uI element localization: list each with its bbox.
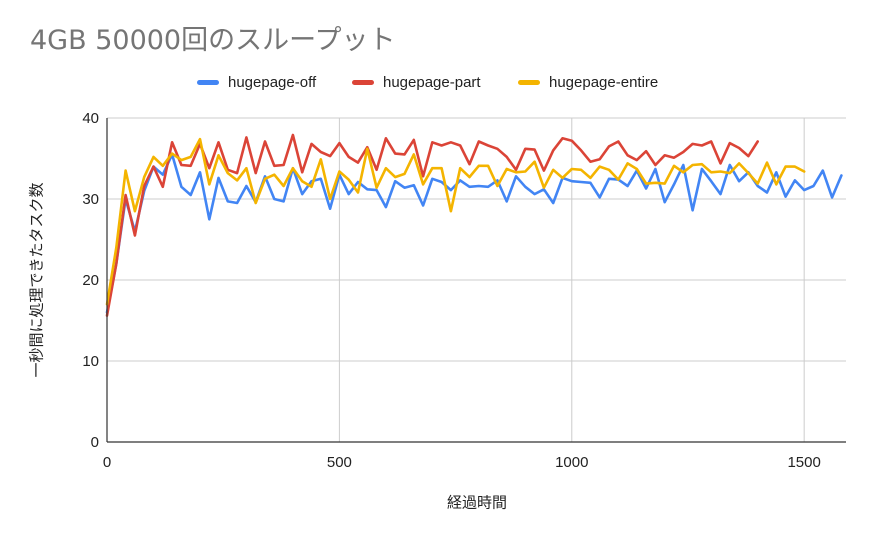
series-line-hugepage-entire: [105, 137, 806, 306]
legend-label-hugepage-part: hugepage-part: [383, 73, 481, 91]
legend-swatch-hugepage-entire: [518, 79, 540, 85]
y-axis-label: 一秒間に処理できたタスク数: [27, 182, 46, 378]
legend-swatch-hugepage-part: [352, 79, 374, 85]
legend-label-hugepage-entire: hugepage-entire: [549, 73, 659, 91]
tick-labels: 0 10 20 30 40 0 500 1000 1500: [82, 110, 821, 471]
axes: [106, 118, 846, 443]
y-tick-label-10: 10: [82, 353, 99, 370]
x-tick-label-500: 500: [327, 454, 352, 471]
series-lines: [105, 133, 843, 317]
x-tick-label-1500: 1500: [787, 454, 820, 471]
y-tick-label-0: 0: [91, 434, 99, 451]
legend-item-hugepage-off[interactable]: hugepage-off: [197, 70, 316, 94]
legend-swatch-hugepage-off: [197, 79, 219, 85]
y-tick-label-40: 40: [82, 110, 99, 127]
y-tick-label-30: 30: [82, 191, 99, 208]
y-tick-label-20: 20: [82, 272, 99, 289]
series-line-hugepage-part: [105, 133, 760, 317]
chart-title: 4GB 50000回のスループット: [30, 25, 396, 56]
legend-label-hugepage-off: hugepage-off: [228, 73, 317, 91]
grid-lines: [107, 117, 846, 442]
series-line-hugepage-off: [105, 153, 843, 314]
x-tick-label-1000: 1000: [555, 454, 588, 471]
legend-item-hugepage-entire[interactable]: hugepage-entire: [518, 70, 658, 94]
legend: hugepage-off hugepage-part hugepage-enti…: [0, 70, 874, 94]
legend-item-hugepage-part[interactable]: hugepage-part: [352, 70, 481, 94]
x-axis-label: 経過時間: [446, 493, 508, 512]
x-tick-label-0: 0: [103, 454, 111, 471]
